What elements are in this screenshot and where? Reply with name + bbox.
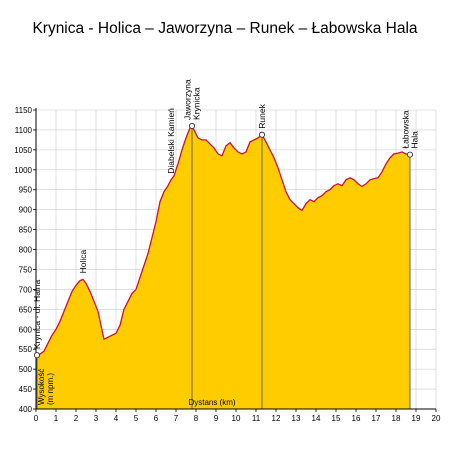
annotation-layer: Krynica - ul. Halna Holica Diabelski Kamie… bbox=[32, 79, 420, 359]
elevation-area bbox=[37, 125, 410, 410]
x-tick-label: 9 bbox=[214, 414, 219, 423]
y-tick-label: 450 bbox=[19, 385, 33, 394]
x-tick-label: 12 bbox=[272, 414, 281, 423]
y-tick-label: 1150 bbox=[15, 106, 33, 115]
x-tick-label: 3 bbox=[94, 414, 99, 423]
y-tick-label: 400 bbox=[19, 405, 33, 414]
y-tick-label: 550 bbox=[19, 345, 33, 354]
place-label: Krynicka bbox=[192, 87, 202, 120]
x-tick-label: 19 bbox=[412, 414, 421, 423]
y-tick-label: 1050 bbox=[14, 146, 32, 155]
x-tick-label: 1 bbox=[54, 414, 59, 423]
waypoint-marker bbox=[258, 131, 266, 138]
x-tick-label: 16 bbox=[352, 414, 361, 423]
x-tick-label: 4 bbox=[114, 414, 119, 423]
elevation-line bbox=[36, 124, 411, 356]
x-tick-label: 11 bbox=[252, 414, 261, 423]
y-tick-label: 800 bbox=[19, 246, 33, 255]
x-tick-label: 2 bbox=[74, 414, 79, 423]
x-tick-label: 6 bbox=[154, 414, 159, 423]
y-tick-label: 500 bbox=[19, 365, 33, 374]
y-tick-label: 850 bbox=[19, 226, 33, 235]
x-tick-label: 7 bbox=[174, 414, 179, 423]
waypoint-marker bbox=[188, 122, 196, 129]
x-tick-label: 20 bbox=[432, 414, 441, 423]
x-tick-label: 17 bbox=[372, 414, 381, 423]
y-tick-label: 1100 bbox=[15, 126, 33, 135]
x-axis-label: Dystans (km) bbox=[188, 398, 235, 407]
x-tick-label: 0 bbox=[34, 414, 39, 423]
x-tick-label: 5 bbox=[134, 414, 139, 423]
place-label: Diabelski Kamień bbox=[166, 108, 176, 174]
waypoint-marker bbox=[406, 151, 414, 158]
waypoint-marker bbox=[33, 352, 41, 359]
x-tick-label: 18 bbox=[392, 414, 401, 423]
place-label: Runek bbox=[257, 103, 267, 128]
x-tick-label: 10 bbox=[232, 414, 241, 423]
x-tick-label: 13 bbox=[292, 414, 301, 423]
x-tick-label: 8 bbox=[194, 414, 199, 423]
axis-layer: 4004505005506006507007508008509009501000… bbox=[14, 106, 441, 423]
y-tick-label: 1000 bbox=[14, 166, 32, 175]
y-axis-label: (m npm.) bbox=[46, 373, 55, 405]
place-label: Krynica - ul. Halna bbox=[32, 279, 42, 349]
y-tick-label: 950 bbox=[19, 186, 33, 195]
y-axis-label: Wysokość bbox=[37, 369, 46, 405]
x-tick-label: 14 bbox=[312, 414, 321, 423]
y-tick-label: 650 bbox=[19, 305, 33, 314]
place-label: Hala bbox=[410, 131, 420, 149]
place-label: Jaworzyna bbox=[183, 79, 193, 120]
place-label: Holica bbox=[78, 250, 88, 274]
y-tick-label: 750 bbox=[19, 265, 33, 274]
x-tick-label: 15 bbox=[332, 414, 341, 423]
area-layer bbox=[36, 124, 411, 410]
y-tick-label: 900 bbox=[19, 206, 33, 215]
chart-title: Krynica - Holica – Jaworzyna – Runek – Ł… bbox=[32, 20, 418, 37]
y-tick-label: 700 bbox=[19, 285, 33, 294]
place-label: Łabowska bbox=[401, 110, 411, 149]
y-tick-label: 600 bbox=[19, 325, 33, 334]
